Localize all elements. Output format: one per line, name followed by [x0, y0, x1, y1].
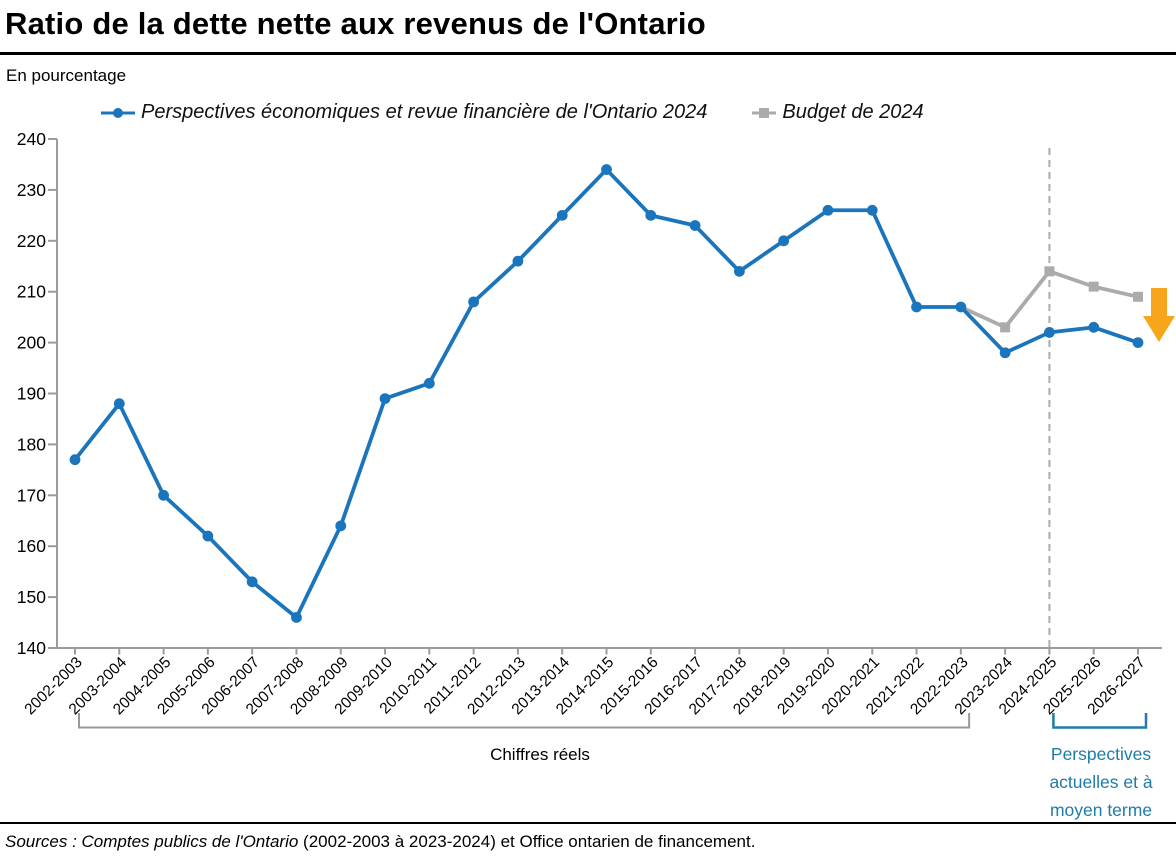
title-rule [0, 52, 1176, 55]
point-outlook-2022-2023 [955, 301, 967, 313]
y-tick-label: 240 [17, 129, 46, 149]
legend-item-outlook: Perspectives économiques et revue financ… [100, 101, 707, 124]
source-note-italic: Sources : Comptes publics de l'Ontario [5, 832, 299, 851]
point-outlook-2021-2022 [911, 301, 922, 313]
actuals-bracket-label: Chiffres réels [490, 745, 590, 764]
decline-arrow-icon [1143, 288, 1175, 342]
outlook-bracket-label: moyen terme [1050, 800, 1152, 820]
point-budget-2024-2025 [1044, 266, 1055, 277]
y-tick-label: 180 [17, 434, 46, 454]
point-outlook-2010-2011 [423, 377, 435, 389]
point-outlook-2005-2006 [202, 530, 214, 542]
point-outlook-2004-2005 [158, 489, 169, 501]
point-outlook-2006-2007 [246, 576, 258, 588]
point-outlook-2026-2027 [1132, 337, 1144, 348]
point-outlook-2007-2008 [291, 612, 302, 623]
point-outlook-2009-2010 [379, 393, 391, 404]
y-tick-label: 140 [17, 638, 46, 658]
footer-rule [0, 822, 1176, 824]
point-outlook-2024-2025 [1044, 327, 1055, 338]
point-outlook-2008-2009 [335, 520, 347, 532]
actuals-bracket [78, 713, 971, 729]
point-budget-2025-2026 [1088, 281, 1099, 292]
point-outlook-2023-2024 [999, 347, 1011, 359]
point-outlook-2018-2019 [778, 235, 790, 247]
legend-label-budget: Budget de 2024 [782, 101, 924, 123]
y-tick-label: 210 [17, 282, 46, 302]
point-outlook-2016-2017 [689, 220, 701, 231]
series-line-outlook [73, 167, 1140, 620]
legend-label-outlook: Perspectives économiques et revue financ… [141, 101, 708, 123]
point-outlook-2012-2013 [512, 255, 524, 267]
point-outlook-2015-2016 [645, 209, 657, 221]
point-outlook-2019-2020 [822, 204, 834, 216]
y-tick-label: 230 [17, 180, 46, 200]
point-outlook-2002-2003 [69, 454, 81, 466]
point-outlook-2011-2012 [468, 296, 480, 308]
source-note: Sources : Comptes publics de l'Ontario (… [5, 832, 1171, 852]
outlook-bracket [1052, 713, 1148, 729]
y-tick-label: 170 [17, 485, 46, 505]
page-title: Ratio de la dette nette aux revenus de l… [5, 6, 706, 41]
point-outlook-2025-2026 [1088, 321, 1100, 333]
line-square-marker-icon [752, 107, 777, 118]
point-outlook-2017-2018 [733, 265, 745, 277]
y-tick-label: 220 [17, 231, 46, 251]
y-tick-label: 200 [17, 333, 46, 353]
legend: Perspectives économiques et revue financ… [100, 101, 924, 124]
point-budget-2023-2024 [1000, 322, 1011, 333]
y-tick-label: 160 [17, 536, 46, 556]
y-tick-label: 150 [17, 587, 46, 607]
point-outlook-2013-2014 [556, 209, 568, 221]
y-tick-label: 190 [17, 384, 46, 404]
point-budget-2026-2027 [1133, 291, 1143, 302]
point-outlook-2014-2015 [601, 164, 612, 175]
point-outlook-2020-2021 [866, 204, 878, 216]
outlook-bracket-label: actuelles et à [1049, 772, 1152, 792]
line-circle-marker-icon [101, 107, 135, 118]
outlook-bracket-label: Perspectives [1051, 744, 1151, 764]
point-outlook-2003-2004 [113, 398, 125, 410]
source-note-regular: (2002-2003 à 2023-2024) et Office ontari… [298, 832, 756, 851]
legend-item-budget: Budget de 2024 [751, 101, 924, 124]
y-axis-unit-label: En pourcentage [6, 66, 127, 85]
